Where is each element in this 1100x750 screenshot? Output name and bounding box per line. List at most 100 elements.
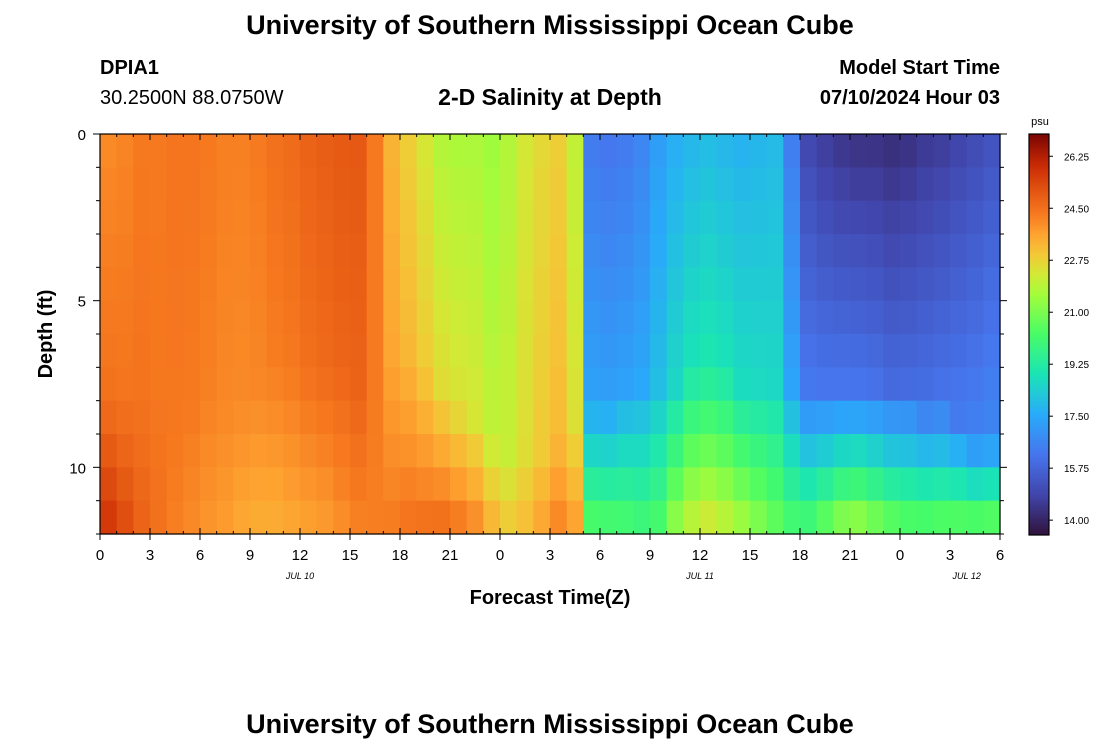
heatmap-cell [450, 167, 468, 202]
heatmap-cell [250, 300, 268, 335]
heatmap-cell [933, 367, 951, 402]
colorbar-tick-label: 26.25 [1064, 152, 1089, 163]
heatmap-cell [300, 200, 318, 235]
heatmap-cell [916, 367, 934, 402]
heatmap-cell [916, 300, 934, 335]
heatmap-cell [533, 334, 551, 368]
x-tick-label: 18 [392, 547, 409, 564]
heatmap-cell [300, 500, 318, 535]
heatmap-cell [416, 434, 434, 468]
heatmap-cell [466, 234, 484, 268]
heatmap-cell [150, 200, 168, 235]
heatmap-cell [600, 167, 618, 202]
heatmap-cell [766, 134, 784, 168]
heatmap-cell [433, 467, 451, 502]
heatmap-cell [900, 200, 918, 235]
heatmap-cell [933, 434, 951, 468]
heatmap-cell [600, 300, 618, 335]
heatmap-cell [366, 467, 384, 502]
heatmap-cell [733, 500, 751, 535]
heatmap-cell [250, 267, 268, 302]
heatmap-cell [316, 367, 334, 402]
heatmap-cell [916, 400, 934, 435]
heatmap-cell [366, 234, 384, 268]
heatmap-cell [366, 267, 384, 302]
heatmap-cell [300, 467, 318, 502]
heatmap-cell [100, 367, 118, 402]
heatmap-cell [916, 234, 934, 268]
heatmap-cell [383, 167, 401, 202]
heatmap-cell [700, 267, 718, 302]
heatmap-cell [450, 300, 468, 335]
heatmap-cell [566, 500, 584, 535]
heatmap-cell [116, 334, 134, 368]
colorbar-tick-label: 24.50 [1064, 204, 1089, 215]
heatmap-cell [500, 467, 518, 502]
heatmap-cell [683, 434, 701, 468]
heatmap-cell [616, 400, 634, 435]
heatmap-cell [800, 267, 818, 302]
heatmap-cell [183, 167, 201, 202]
heatmap-cell [150, 400, 168, 435]
heatmap-cell [283, 500, 301, 535]
heatmap-cell [266, 267, 284, 302]
heatmap-cell [383, 300, 401, 335]
heatmap-cell [616, 434, 634, 468]
heatmap-cell [300, 234, 318, 268]
heatmap-cell [900, 467, 918, 502]
heatmap-cell [833, 367, 851, 402]
heatmap-cell [666, 167, 684, 202]
heatmap-cell [933, 467, 951, 502]
heatmap-cell [300, 134, 318, 168]
heatmap-cell [950, 134, 968, 168]
heatmap-cell [250, 134, 268, 168]
heatmap-cell [933, 400, 951, 435]
colorbar-tick-label: 21.00 [1064, 308, 1089, 319]
heatmap-cell [533, 134, 551, 168]
x-tick-label: 6 [996, 547, 1004, 564]
heatmap-cell [850, 167, 868, 202]
heatmap-cell [333, 267, 351, 302]
heatmap-cell [800, 400, 818, 435]
heatmap-cell [633, 167, 651, 202]
heatmap-cell [516, 134, 534, 168]
heatmap-cell [316, 234, 334, 268]
heatmap-cell [733, 434, 751, 468]
heatmap-cell [350, 367, 368, 402]
heatmap-cell [450, 467, 468, 502]
heatmap-cell [116, 467, 134, 502]
heatmap-cell [116, 367, 134, 402]
heatmap-cell [216, 400, 234, 435]
heatmap-cell [900, 434, 918, 468]
heatmap-cell [816, 367, 834, 402]
heatmap-cell [733, 267, 751, 302]
heatmap-cell [183, 267, 201, 302]
heatmap-cell [150, 467, 168, 502]
heatmap-cell [983, 234, 1001, 268]
heatmap-cell [233, 234, 251, 268]
heatmap-cell [433, 234, 451, 268]
heatmap-cell [933, 167, 951, 202]
heatmap-cell [733, 400, 751, 435]
heatmap-cell [650, 334, 668, 368]
heatmap-cell [750, 134, 768, 168]
heatmap-cell [133, 167, 151, 202]
heatmap-cell [616, 134, 634, 168]
x-tick-label: 3 [146, 547, 154, 564]
heatmap-cell [883, 434, 901, 468]
heatmap-cell [150, 267, 168, 302]
heatmap-cell [166, 267, 184, 302]
heatmap-cell [633, 234, 651, 268]
heatmap-cell [266, 500, 284, 535]
heatmap-cell [116, 267, 134, 302]
heatmap-cell [400, 400, 418, 435]
heatmap-cell [683, 167, 701, 202]
heatmap-cell [400, 234, 418, 268]
heatmap-cell [616, 367, 634, 402]
x-tick-label: 0 [896, 547, 904, 564]
heatmap-cell [283, 467, 301, 502]
heatmap-cell [383, 267, 401, 302]
heatmap-cell [866, 400, 884, 435]
heatmap-cell [283, 434, 301, 468]
heatmap-cell [650, 167, 668, 202]
